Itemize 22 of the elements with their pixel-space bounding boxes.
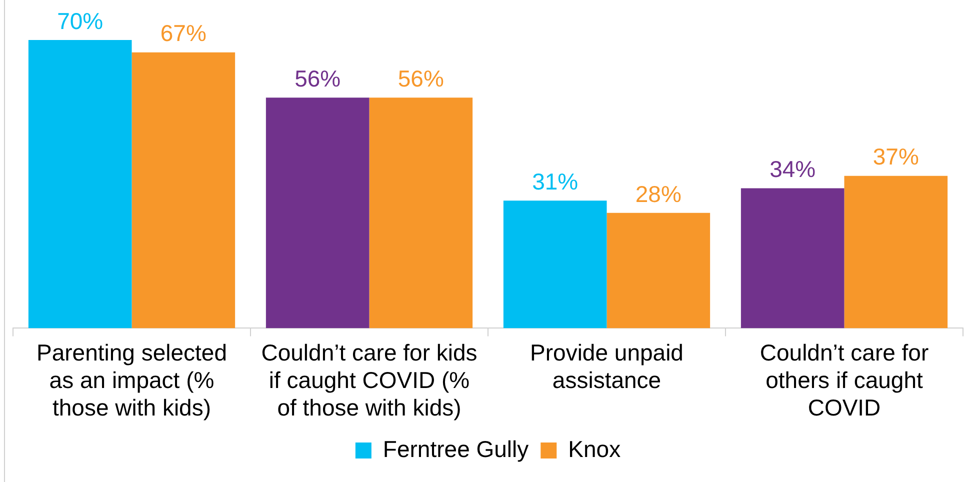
legend-label: Knox	[568, 436, 622, 462]
x-tick-label: Couldn’t care for others if caught COVID	[760, 339, 929, 421]
data-label: 34%	[770, 156, 816, 182]
bar	[369, 98, 473, 328]
data-label: 28%	[635, 180, 682, 207]
x-tick-label: Couldn’t care for kids if caught COVID (% of those with kids)	[261, 339, 478, 421]
bar	[28, 40, 132, 328]
legend-label: Ferntree Gully	[382, 436, 530, 462]
data-label: 67%	[160, 20, 206, 46]
bar	[844, 176, 948, 328]
data-label: 70%	[57, 8, 104, 34]
bar	[606, 212, 710, 328]
x-tick-label: Parenting selected as an impact (% those with kids)	[36, 339, 228, 421]
data-label: 31%	[532, 168, 578, 194]
data-label: 37%	[872, 144, 919, 170]
data-label: 56%	[398, 65, 444, 92]
data-label: 56%	[294, 65, 341, 92]
bar	[503, 200, 607, 328]
x-tick-label: Provide unpaid assistance	[530, 339, 684, 393]
bar	[740, 188, 844, 328]
bar	[132, 52, 236, 328]
bar	[266, 98, 370, 328]
